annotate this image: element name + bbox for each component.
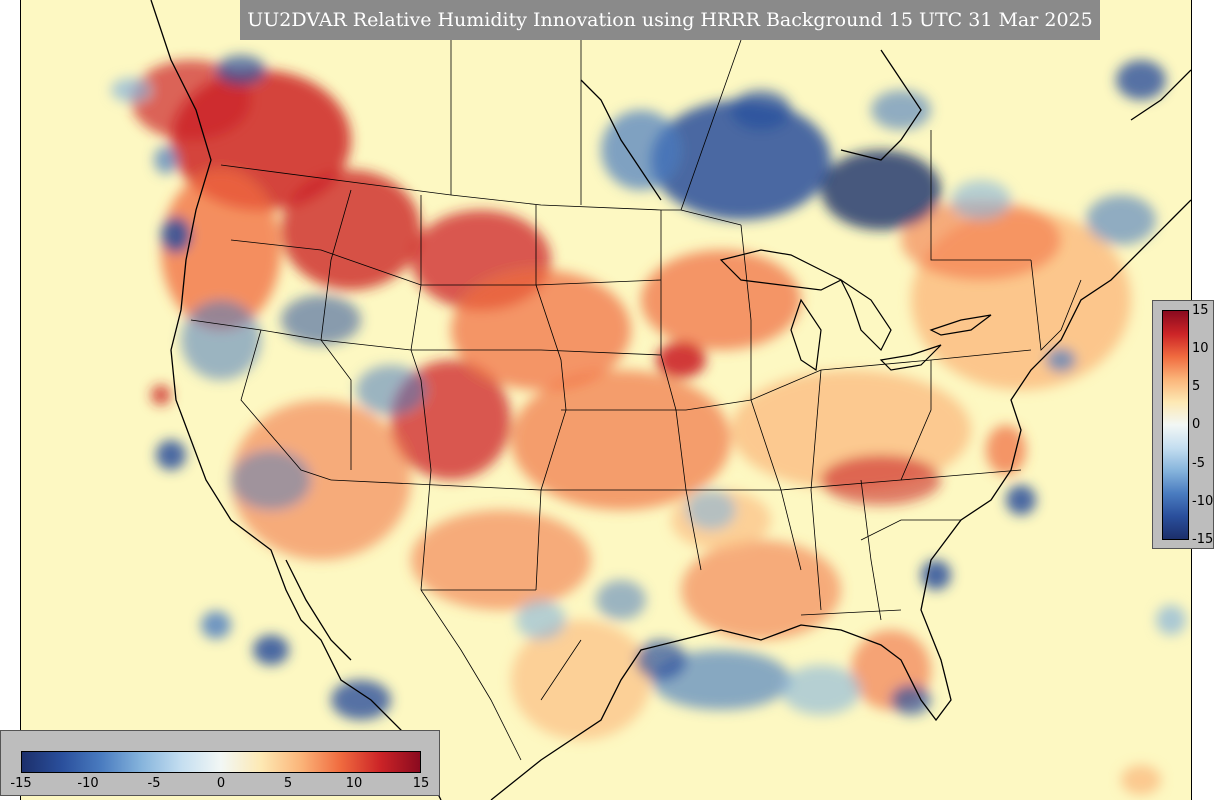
map-panel <box>20 0 1192 800</box>
cbv-tick-label: -10 <box>1192 494 1214 509</box>
colorbar-vertical-gradient <box>1162 310 1189 540</box>
innovation-field <box>111 55 1186 795</box>
colorbar-horizontal-gradient <box>21 751 421 773</box>
cbv-tick-label: 15 <box>1192 303 1209 318</box>
cbh-tick-label: -10 <box>77 776 99 791</box>
cbh-tick-label: 10 <box>345 776 363 791</box>
cbh-tick-label: -15 <box>10 776 32 791</box>
cbh-tick-label: 0 <box>216 776 226 791</box>
cbh-tick-label: 15 <box>412 776 430 791</box>
cbh-tick-label: -5 <box>147 776 161 791</box>
colorbar-vertical: 15 10 5 0 -5 -10 -15 <box>1152 300 1214 549</box>
coastlines <box>150 0 1191 800</box>
cbv-tick-label: 10 <box>1192 341 1209 356</box>
cbv-tick-label: -15 <box>1192 532 1214 547</box>
state-borders <box>190 0 1082 761</box>
cbv-tick-label: 0 <box>1192 417 1201 432</box>
map-title: UU2DVAR Relative Humidity Innovation usi… <box>240 0 1100 40</box>
cbv-tick-label: 5 <box>1192 379 1201 394</box>
colorbar-horizontal: -15 -10 -5 0 5 10 15 <box>0 730 440 796</box>
cbh-tick-label: 5 <box>283 776 293 791</box>
great-lakes <box>719 249 992 372</box>
humidity-innovation-map <box>111 0 1191 800</box>
map-title-text: UU2DVAR Relative Humidity Innovation usi… <box>247 9 1093 31</box>
cbv-tick-label: -5 <box>1192 456 1205 471</box>
